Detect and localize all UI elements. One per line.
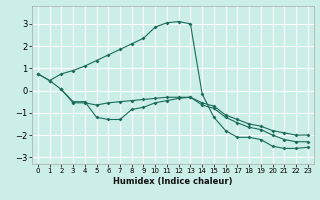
X-axis label: Humidex (Indice chaleur): Humidex (Indice chaleur) — [113, 177, 233, 186]
